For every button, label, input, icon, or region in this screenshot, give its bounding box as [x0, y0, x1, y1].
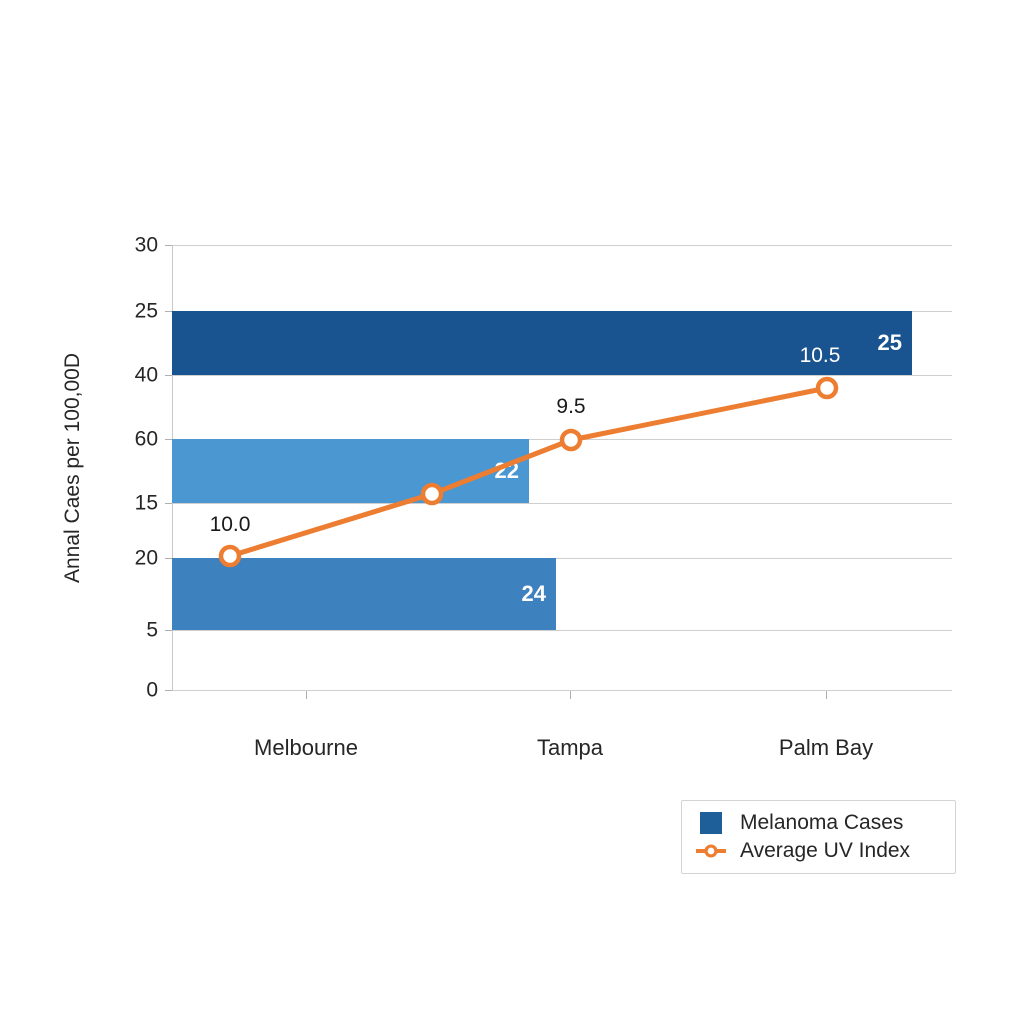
gridline: [172, 375, 952, 376]
y-tick-mark: [165, 690, 172, 691]
uv-index-point-label: 10.0: [209, 513, 251, 536]
uv-index-polyline: [227, 385, 830, 559]
y-tick-label: 60: [134, 427, 158, 451]
y-tick-mark: [165, 503, 172, 504]
y-tick-label: 0: [146, 678, 158, 702]
uv-index-point-label: 9.5: [556, 395, 586, 418]
legend-item-average-uv-index[interactable]: Average UV Index: [696, 837, 941, 865]
legend-label-melanoma-cases: Melanoma Cases: [740, 811, 904, 834]
legend-item-melanoma-cases[interactable]: Melanoma Cases: [696, 809, 941, 837]
uv-index-markers: [218, 376, 839, 568]
uv-index-point-label: 10.5: [799, 344, 841, 367]
uv-index-marker[interactable]: [420, 482, 444, 506]
x-tick-label: Tampa: [536, 735, 604, 760]
uv-index-marker[interactable]: [815, 376, 839, 400]
y-tick-label: 20: [134, 546, 158, 570]
y-axis-tick-labels: 30 25 40 60 15 20 5 0: [96, 0, 158, 1024]
legend-label-average-uv-index: Average UV Index: [740, 839, 911, 862]
legend-swatch-line-circle-icon: [696, 841, 726, 861]
bar[interactable]: [172, 311, 912, 375]
gridline: [172, 690, 952, 691]
y-tick-mark: [165, 375, 172, 376]
x-tick-label: Palm Bay: [778, 735, 874, 760]
y-tick-label: 15: [134, 491, 158, 515]
y-tick-label: 25: [134, 299, 158, 323]
bar[interactable]: [172, 439, 529, 503]
bar[interactable]: [172, 558, 556, 630]
legend-swatch-square-icon: [696, 812, 726, 834]
uv-index-marker[interactable]: [559, 428, 583, 452]
y-tick-label: 40: [134, 363, 158, 387]
x-tick-mark: [570, 691, 571, 699]
y-tick-mark: [165, 558, 172, 559]
uv-index-marker[interactable]: [218, 544, 242, 568]
y-tick-mark: [165, 630, 172, 631]
y-tick-mark: [165, 439, 172, 440]
bar-value-label: 25: [877, 330, 902, 355]
x-tick-mark: [826, 691, 827, 699]
x-tick-mark: [306, 691, 307, 699]
y-tick-label: 5: [146, 618, 158, 642]
gridline: [172, 245, 952, 246]
gridline: [172, 558, 952, 559]
y-tick-mark: [165, 311, 172, 312]
y-tick-label: 30: [134, 233, 158, 257]
legend[interactable]: Melanoma Cases Average UV Index: [681, 800, 956, 874]
bar-value-label: 24: [521, 581, 546, 606]
y-tick-mark: [165, 245, 172, 246]
gridline: [172, 630, 952, 631]
x-tick-label: Melbourne: [254, 735, 358, 760]
gridline: [172, 503, 952, 504]
